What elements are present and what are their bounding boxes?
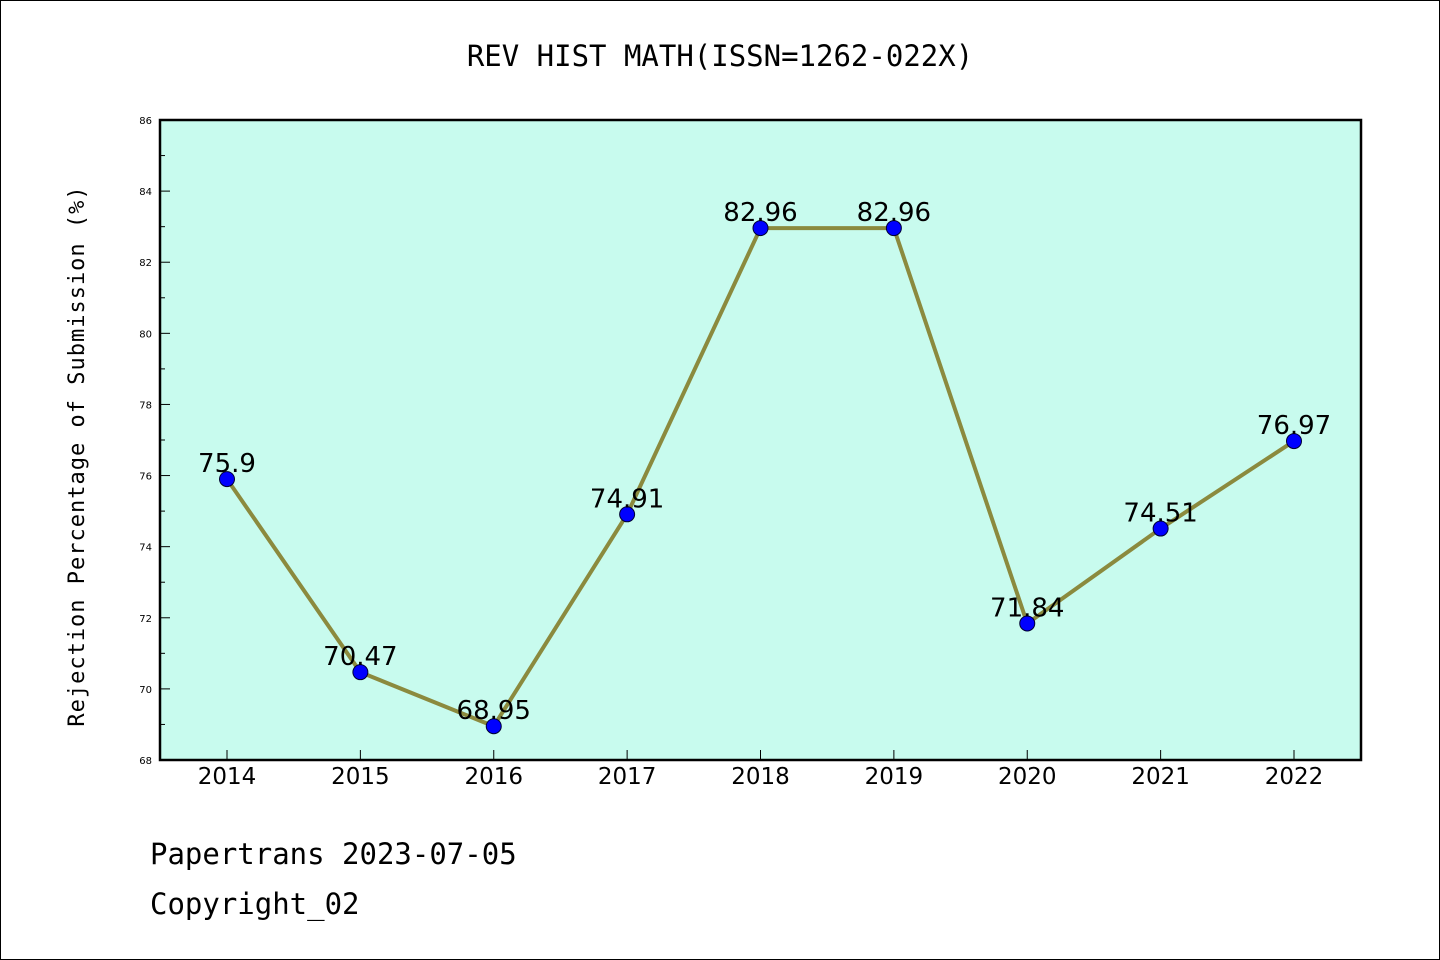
x-tick-label: 2021 bbox=[1131, 764, 1190, 790]
data-label: 75.9 bbox=[198, 449, 256, 479]
x-tick-label: 2016 bbox=[464, 764, 523, 790]
x-tick-label: 2017 bbox=[598, 764, 657, 790]
x-tick-label: 2019 bbox=[865, 764, 924, 790]
y-tick-label: 78 bbox=[139, 400, 152, 411]
data-label: 82.96 bbox=[857, 198, 931, 228]
series-group bbox=[219, 220, 1302, 735]
y-tick-label: 86 bbox=[139, 116, 152, 127]
y-tick-label: 84 bbox=[139, 187, 152, 198]
data-label: 71.84 bbox=[990, 593, 1064, 623]
chart-title: REV HIST MATH(ISSN=1262-022X) bbox=[467, 39, 973, 73]
y-axis-label: Rejection Percentage of Submission (%) bbox=[65, 185, 90, 726]
footer-date-text: Papertrans 2023-07-05 bbox=[150, 837, 517, 871]
data-label: 68.95 bbox=[457, 696, 531, 726]
x-tick-label: 2020 bbox=[998, 764, 1057, 790]
y-tick-label: 70 bbox=[139, 685, 152, 696]
data-point bbox=[485, 718, 502, 735]
y-tick-label: 82 bbox=[139, 258, 152, 269]
data-point bbox=[352, 664, 369, 681]
data-label: 74.91 bbox=[590, 484, 664, 514]
plot-border bbox=[158, 118, 1363, 762]
y-tick-label: 76 bbox=[139, 472, 152, 483]
x-axis: 2014 2015 2016 2017 2018 2019 2020 2021 2022 bbox=[198, 750, 1324, 790]
data-point bbox=[1152, 520, 1169, 537]
y-tick-label: 72 bbox=[139, 614, 152, 625]
x-tick-label: 2018 bbox=[731, 764, 790, 790]
x-tick-label: 2014 bbox=[198, 764, 257, 790]
data-point bbox=[1019, 615, 1036, 632]
data-labels: 75.9 70.47 68.95 74.91 82.96 82.96 71.84 74.51 7… bbox=[198, 198, 1331, 726]
data-point bbox=[1286, 433, 1302, 450]
data-label: 70.47 bbox=[323, 642, 397, 672]
y-tick-label: 80 bbox=[139, 329, 152, 340]
data-label: 74.51 bbox=[1123, 499, 1197, 529]
x-tick-label: 2022 bbox=[1265, 764, 1324, 790]
data-point bbox=[885, 220, 902, 237]
data-label: 82.96 bbox=[723, 198, 797, 228]
footer-copyright-text: Copyright_02 bbox=[150, 887, 360, 922]
data-point bbox=[619, 506, 636, 523]
data-point bbox=[752, 220, 769, 237]
data-label: 76.97 bbox=[1257, 411, 1331, 441]
x-tick-label: 2015 bbox=[331, 764, 390, 790]
y-tick-label: 68 bbox=[139, 756, 152, 767]
y-tick-label: 74 bbox=[139, 543, 152, 554]
data-point bbox=[219, 471, 235, 488]
